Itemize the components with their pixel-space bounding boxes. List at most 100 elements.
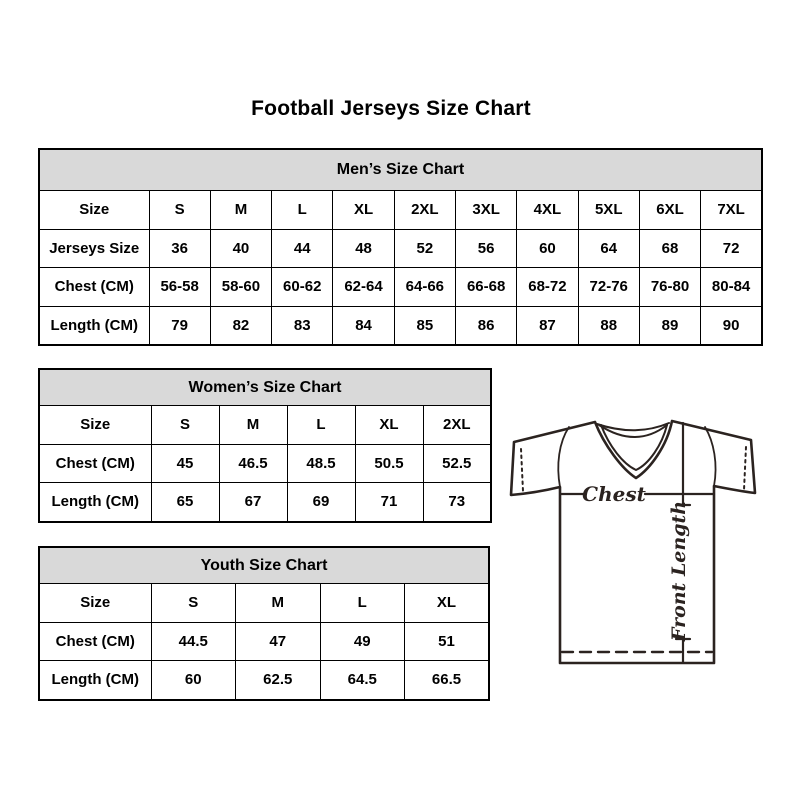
value-cell: 64-66 <box>393 267 456 307</box>
value-cell: 89 <box>638 305 702 346</box>
table-title-row: Youth Size Chart <box>38 546 490 584</box>
value-cell: 64.5 <box>319 660 405 700</box>
value-cell: 86 <box>454 305 518 346</box>
value-cell: L <box>319 583 405 623</box>
value-cell: 52.5 <box>422 443 492 483</box>
value-cell: 69 <box>286 482 356 522</box>
page-title: Football Jerseys Size Chart <box>251 97 531 120</box>
front-length-line <box>674 421 692 664</box>
value-cell: 85 <box>393 305 456 346</box>
value-cell: 67 <box>218 482 288 522</box>
table-title: Men’s Size Chart <box>38 148 763 191</box>
collar-inner-v <box>600 424 668 471</box>
value-cell: 73 <box>422 482 492 522</box>
value-cell: 46.5 <box>218 443 288 483</box>
value-cell: 36 <box>148 228 211 268</box>
jersey-diagram: Chest Front Length <box>499 413 781 675</box>
value-cell: M <box>235 583 321 623</box>
value-cell: 68-72 <box>516 267 579 307</box>
value-cell: 47 <box>235 621 321 661</box>
value-cell: 51 <box>404 621 490 661</box>
value-cell: 68 <box>638 228 702 268</box>
value-cell: L <box>271 190 334 230</box>
value-cell: 49 <box>319 621 405 661</box>
row-label-cell: Size <box>38 405 152 445</box>
value-cell: S <box>150 583 236 623</box>
value-cell: 60 <box>150 660 236 700</box>
value-cell: 65 <box>150 482 220 522</box>
value-cell: 71 <box>354 482 424 522</box>
table-row: Length (CM) 60 62.5 64.5 66.5 <box>38 660 490 700</box>
table-row: Chest (CM) 56-58 58-60 60-62 62-64 64-66 66-68… <box>38 267 763 307</box>
table-row: Jerseys Size 36 40 44 48 52 56 60 64 68 72 <box>38 228 763 268</box>
value-cell: 84 <box>332 305 395 346</box>
value-cell: 56 <box>454 228 518 268</box>
row-label-cell: Size <box>38 190 150 230</box>
value-cell: 72 <box>700 228 763 268</box>
row-label-cell: Chest (CM) <box>38 267 150 307</box>
table-row: Size S M L XL 2XL <box>38 405 492 445</box>
value-cell: M <box>218 405 288 445</box>
value-cell: XL <box>404 583 490 623</box>
table-title-row: Men’s Size Chart <box>38 148 763 191</box>
collar-back-curve-1 <box>596 422 670 432</box>
front-length-measurement-label: Front Length <box>668 501 690 642</box>
value-cell: 52 <box>393 228 456 268</box>
table-row: Size S M L XL 2XL 3XL 4XL 5XL 6XL 7XL <box>38 190 763 230</box>
value-cell: 66-68 <box>454 267 518 307</box>
armhole-seam-right <box>704 426 717 487</box>
value-cell: 62.5 <box>235 660 321 700</box>
row-label-cell: Length (CM) <box>38 305 150 346</box>
value-cell: 83 <box>271 305 334 346</box>
table-row: Chest (CM) 44.5 47 49 51 <box>38 621 490 661</box>
table-body: Size S M L XL 2XL 3XL 4XL 5XL 6XL 7XL Jerseys Size 3… <box>38 190 763 346</box>
value-cell: 48.5 <box>286 443 356 483</box>
value-cell: XL <box>332 190 395 230</box>
table-title-row: Women’s Size Chart <box>38 368 492 406</box>
table-row: Length (CM) 79 82 83 84 85 86 87 88 89 90 <box>38 305 763 346</box>
row-label-cell: Chest (CM) <box>38 621 152 661</box>
table-row: Chest (CM) 45 46.5 48.5 50.5 52.5 <box>38 443 492 483</box>
value-cell: 6XL <box>638 190 702 230</box>
row-label-cell: Jerseys Size <box>38 228 150 268</box>
table-row: Length (CM) 65 67 69 71 73 <box>38 482 492 522</box>
value-cell: 45 <box>150 443 220 483</box>
table-title: Youth Size Chart <box>38 546 490 584</box>
row-label-cell: Length (CM) <box>38 482 152 522</box>
value-cell: 60-62 <box>271 267 334 307</box>
value-cell: 87 <box>516 305 579 346</box>
chest-measurement-label: Chest <box>582 482 646 506</box>
value-cell: 79 <box>148 305 211 346</box>
collar-back-curve-2 <box>598 424 668 438</box>
value-cell: S <box>148 190 211 230</box>
mens-size-table: Men’s Size Chart Size S M L XL 2XL 3XL 4XL 5XL 6X… <box>38 148 763 346</box>
value-cell: S <box>150 405 220 445</box>
jersey-outline <box>509 419 757 665</box>
table-body: Size S M L XL Chest (CM) 44.5 47 49 51 Length (CM)… <box>38 583 490 700</box>
value-cell: 44.5 <box>150 621 236 661</box>
cuff-stitch-right <box>743 446 747 491</box>
cuff-stitch-left <box>520 448 524 492</box>
row-label-cell: Size <box>38 583 152 623</box>
table-body: Size S M L XL 2XL Chest (CM) 45 46.5 48.5 50.5 52.5… <box>38 405 492 522</box>
value-cell: M <box>209 190 273 230</box>
value-cell: 2XL <box>393 190 456 230</box>
value-cell: 66.5 <box>404 660 490 700</box>
value-cell: 44 <box>271 228 334 268</box>
value-cell: 80-84 <box>700 267 763 307</box>
value-cell: 62-64 <box>332 267 395 307</box>
value-cell: 72-76 <box>577 267 640 307</box>
table-title: Women’s Size Chart <box>38 368 492 406</box>
value-cell: 88 <box>577 305 640 346</box>
youth-size-table: Youth Size Chart Size S M L XL Chest (CM) 44.5… <box>38 546 490 701</box>
value-cell: 56-58 <box>148 267 211 307</box>
womens-size-table: Women’s Size Chart Size S M L XL 2XL Chest (CM… <box>38 368 492 523</box>
value-cell: L <box>286 405 356 445</box>
value-cell: 50.5 <box>354 443 424 483</box>
value-cell: 82 <box>209 305 273 346</box>
value-cell: 5XL <box>577 190 640 230</box>
value-cell: 2XL <box>422 405 492 445</box>
value-cell: 3XL <box>454 190 518 230</box>
row-label-cell: Chest (CM) <box>38 443 152 483</box>
